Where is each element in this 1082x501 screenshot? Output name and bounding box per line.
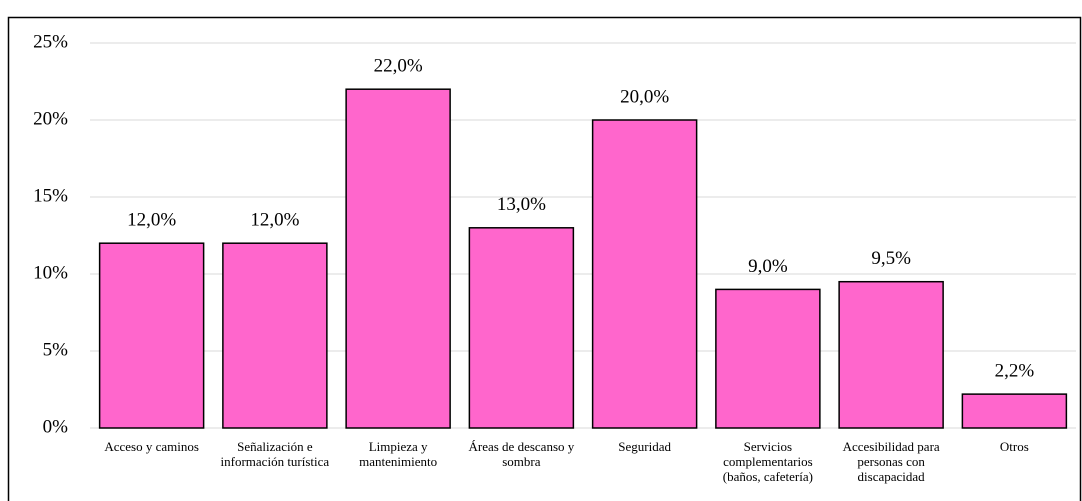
value-label: 9,5% bbox=[871, 248, 911, 269]
x-tick-label: Accesibilidad para personas con discapac… bbox=[842, 439, 940, 484]
bar bbox=[222, 242, 328, 429]
x-tick-label: Áreas de descanso y sombra bbox=[468, 439, 575, 469]
bar bbox=[345, 88, 451, 429]
x-tick-label: Acceso y caminos bbox=[104, 439, 199, 454]
value-label: 12,0% bbox=[250, 210, 299, 231]
y-tick-label: 15% bbox=[33, 185, 68, 206]
bar bbox=[468, 227, 575, 429]
x-tick-label: Limpieza y mantenimiento bbox=[359, 439, 438, 469]
x-tick-label: Otros bbox=[999, 439, 1029, 454]
value-label: 13,0% bbox=[497, 194, 546, 215]
value-label: 20,0% bbox=[620, 86, 669, 107]
y-tick-label: 0% bbox=[43, 416, 69, 437]
bar bbox=[98, 242, 205, 429]
x-tick-label: Señalización e información turística bbox=[220, 439, 330, 469]
value-label: 12,0% bbox=[127, 210, 176, 231]
bar bbox=[591, 119, 698, 429]
bar bbox=[961, 393, 1068, 429]
value-label: 2,2% bbox=[995, 360, 1035, 381]
x-tick-label: Seguridad bbox=[618, 439, 671, 454]
bar bbox=[838, 280, 944, 429]
y-tick-label: 5% bbox=[43, 339, 69, 360]
y-tick-label: 25% bbox=[33, 31, 68, 52]
chart-border bbox=[7, 16, 1082, 501]
y-tick-label: 10% bbox=[33, 262, 68, 283]
bar bbox=[715, 288, 821, 429]
y-tick-label: 20% bbox=[33, 108, 68, 129]
value-label: 22,0% bbox=[374, 56, 423, 77]
value-label: 9,0% bbox=[748, 256, 788, 277]
x-tick-label: Servicios complementarios (baños, cafete… bbox=[722, 439, 813, 484]
